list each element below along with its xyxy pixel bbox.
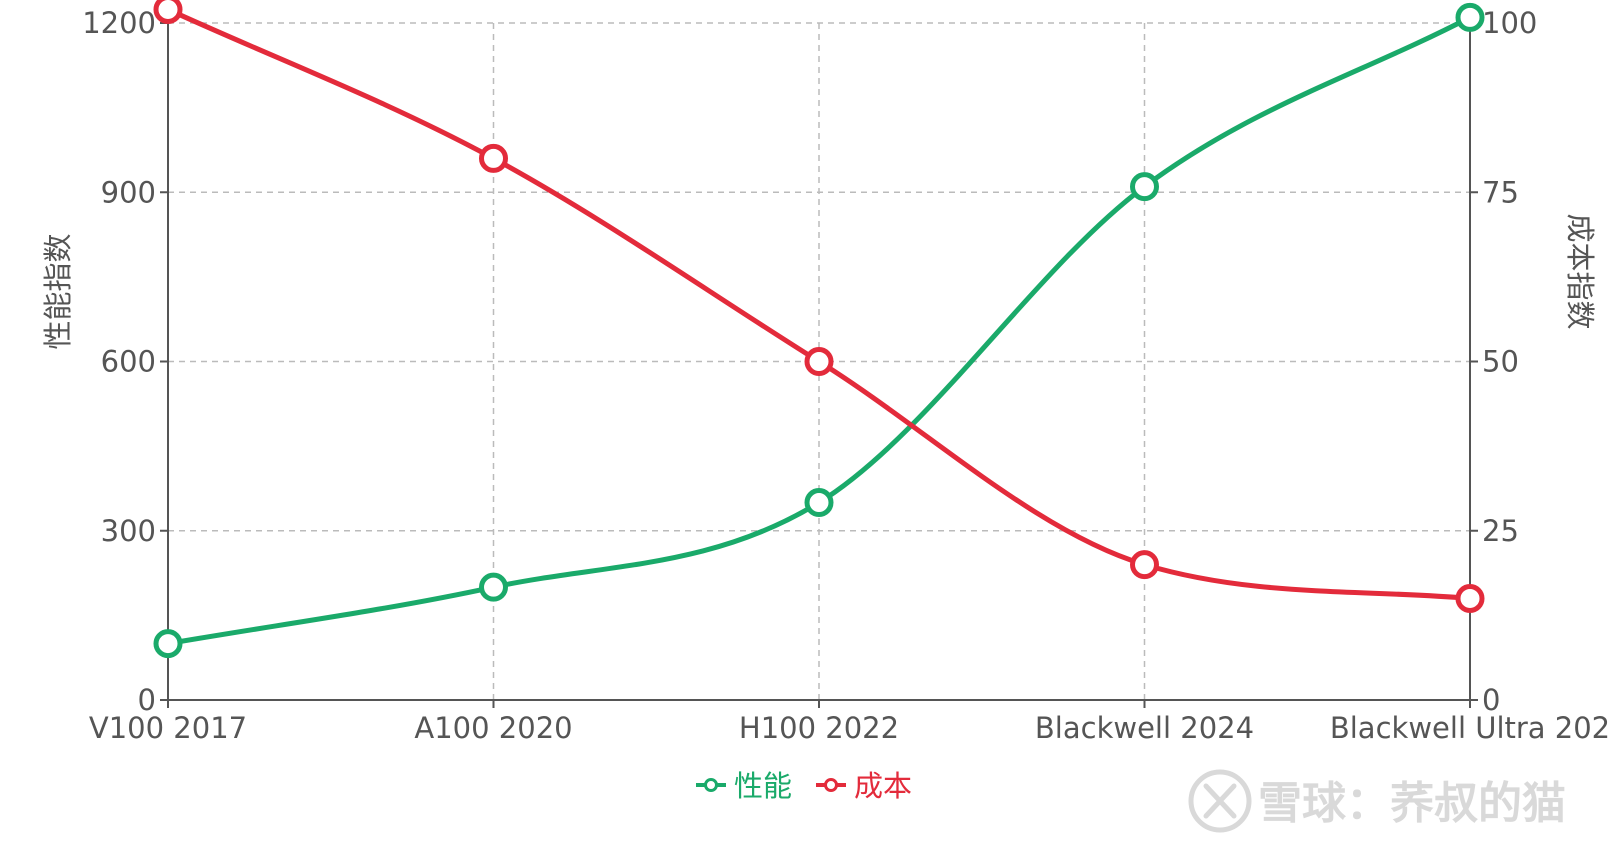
x-tick-label: Blackwell Ultra 202 (1330, 711, 1610, 745)
legend-item-1[interactable]: 成本 (816, 769, 912, 803)
y-left-tick-label: 300 (101, 514, 156, 548)
legend-swatch-marker (704, 778, 718, 792)
data-point-0 (153, 629, 183, 659)
data-point-0 (804, 488, 834, 518)
data-point-1 (804, 347, 834, 376)
watermark-text: 雪球：荞叔的猫 (1258, 778, 1566, 829)
x-tick-label: Blackwell 2024 (1035, 711, 1254, 745)
x-tick-label: H100 2022 (739, 711, 899, 745)
y-right-tick-label: 25 (1482, 514, 1519, 548)
data-point-1 (1455, 583, 1485, 613)
y-right-tick-label: 50 (1482, 345, 1519, 379)
data-point-1 (153, 0, 183, 24)
y-right-tick-label: 100 (1482, 6, 1537, 40)
y-right-tick-label: 75 (1482, 175, 1519, 209)
snowball-logo-mark (1203, 783, 1237, 819)
series-layer (153, 0, 1485, 659)
legend-label: 成本 (854, 769, 912, 803)
y-left-tick-label: 1200 (82, 6, 156, 40)
legend-item-0[interactable]: 性能 (696, 769, 792, 803)
x-tick-label: V100 2017 (89, 711, 247, 745)
data-point-0 (1130, 172, 1159, 202)
data-point-0 (479, 572, 508, 602)
data-point-1 (479, 143, 508, 173)
legend-swatch-marker (824, 778, 838, 792)
data-point-1 (1130, 550, 1159, 580)
snowball-logo-icon (1188, 769, 1252, 833)
axes: 0 300 600 900 1200 0 25 50 75 100 V100 2017 A100 20… (41, 6, 1610, 745)
watermark: 雪球：荞叔的猫 (1188, 769, 1566, 833)
data-point-0 (1455, 2, 1485, 32)
y-left-axis-title: 性能指数 (41, 233, 75, 349)
y-left-tick-label: 600 (101, 345, 156, 379)
legend[interactable]: 性能 成本 (696, 769, 912, 803)
y-right-tick-label: 0 (1482, 683, 1500, 717)
y-left-tick-label: 0 (138, 683, 156, 717)
y-right-axis-title: 成本指数 (1563, 213, 1597, 329)
series-line-0 (167, 15, 1472, 647)
y-left-tick-label: 900 (101, 175, 156, 209)
legend-label: 性能 (734, 769, 792, 803)
x-tick-label: A100 2020 (414, 711, 572, 745)
